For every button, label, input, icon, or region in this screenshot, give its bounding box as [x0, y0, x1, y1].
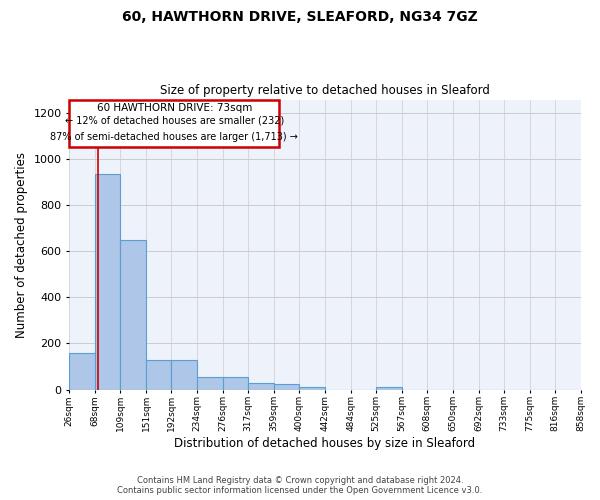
Text: 87% of semi-detached houses are larger (1,713) →: 87% of semi-detached houses are larger (…	[50, 132, 298, 142]
Bar	[70, 352, 95, 390]
Bar	[274, 384, 299, 390]
Text: Contains HM Land Registry data © Crown copyright and database right 2024.
Contai: Contains HM Land Registry data © Crown c…	[118, 476, 482, 495]
Y-axis label: Number of detached properties: Number of detached properties	[15, 152, 28, 338]
Text: ← 12% of detached houses are smaller (232): ← 12% of detached houses are smaller (23…	[65, 115, 284, 125]
Bar	[197, 377, 223, 390]
Text: 60, HAWTHORN DRIVE, SLEAFORD, NG34 7GZ: 60, HAWTHORN DRIVE, SLEAFORD, NG34 7GZ	[122, 10, 478, 24]
Bar	[146, 360, 171, 390]
Bar	[376, 387, 401, 390]
X-axis label: Distribution of detached houses by size in Sleaford: Distribution of detached houses by size …	[175, 437, 475, 450]
Bar	[223, 377, 248, 390]
Bar	[95, 174, 120, 390]
Text: 60 HAWTHORN DRIVE: 73sqm: 60 HAWTHORN DRIVE: 73sqm	[97, 103, 252, 113]
Bar	[121, 240, 146, 390]
Bar	[299, 387, 325, 390]
Bar	[172, 360, 197, 390]
Bar	[248, 383, 274, 390]
Title: Size of property relative to detached houses in Sleaford: Size of property relative to detached ho…	[160, 84, 490, 97]
FancyBboxPatch shape	[70, 100, 280, 146]
